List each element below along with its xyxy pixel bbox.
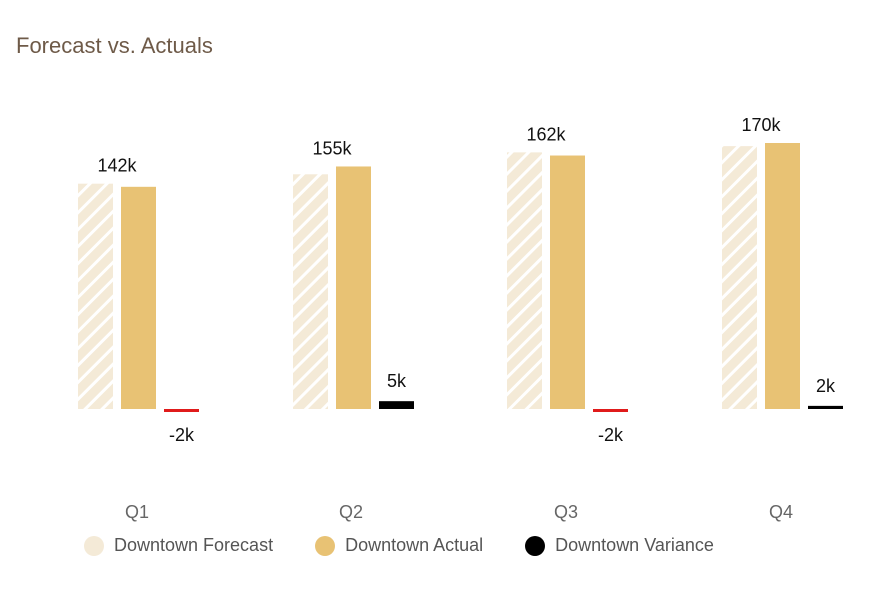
- variance-value-label-q2: 5k: [387, 371, 407, 391]
- variance-bar-q3[interactable]: [593, 409, 628, 412]
- legend-label-variance: Downtown Variance: [555, 535, 714, 555]
- forecast-bar-q4[interactable]: [722, 146, 757, 410]
- actual-bar-q1[interactable]: [121, 186, 156, 409]
- actual-bar-q3[interactable]: [550, 155, 585, 409]
- actual-value-label-q3: 162k: [526, 124, 566, 144]
- legend-swatch-actual: [315, 535, 336, 556]
- actual-value-label-q1: 142k: [97, 156, 137, 176]
- forecast-actuals-chart: 142k -2k Q1 155k 5k Q2 162k -2k Q3 170k 2k Q4: [78, 115, 843, 522]
- category-label-q1: Q1: [125, 502, 149, 522]
- category-label-q2: Q2: [339, 502, 363, 522]
- legend-item-forecast[interactable]: Downtown Forecast: [84, 535, 273, 556]
- category-label-q3: Q3: [554, 502, 578, 522]
- actual-value-label-q2: 155k: [312, 138, 352, 158]
- actual-bar-q2[interactable]: [336, 166, 371, 409]
- variance-value-label-q4: 2k: [816, 376, 836, 396]
- variance-bar-q1[interactable]: [164, 409, 199, 412]
- legend-item-actual[interactable]: Downtown Actual: [315, 535, 483, 556]
- variance-value-label-q3: -2k: [598, 425, 624, 445]
- legend-swatch-variance: [525, 535, 546, 556]
- actual-bar-q4[interactable]: [765, 143, 800, 409]
- variance-bar-q2[interactable]: [379, 401, 414, 409]
- legend-label-actual: Downtown Actual: [345, 535, 484, 555]
- legend-item-variance[interactable]: Downtown Variance: [525, 535, 714, 556]
- actual-value-label-q4: 170k: [741, 115, 781, 135]
- chart-legend: Downtown Forecast Downtown Actual Downto…: [84, 535, 756, 556]
- variance-bar-q4[interactable]: [808, 405, 843, 409]
- chart-title: Forecast vs. Actuals: [16, 33, 213, 58]
- variance-value-label-q1: -2k: [169, 425, 195, 445]
- forecast-bar-q1[interactable]: [78, 183, 113, 409]
- category-label-q4: Q4: [769, 502, 793, 522]
- forecast-bar-q2[interactable]: [293, 174, 328, 409]
- legend-swatch-forecast: [84, 535, 104, 556]
- legend-label-forecast: Downtown Forecast: [114, 535, 274, 555]
- forecast-bar-q3[interactable]: [507, 152, 542, 409]
